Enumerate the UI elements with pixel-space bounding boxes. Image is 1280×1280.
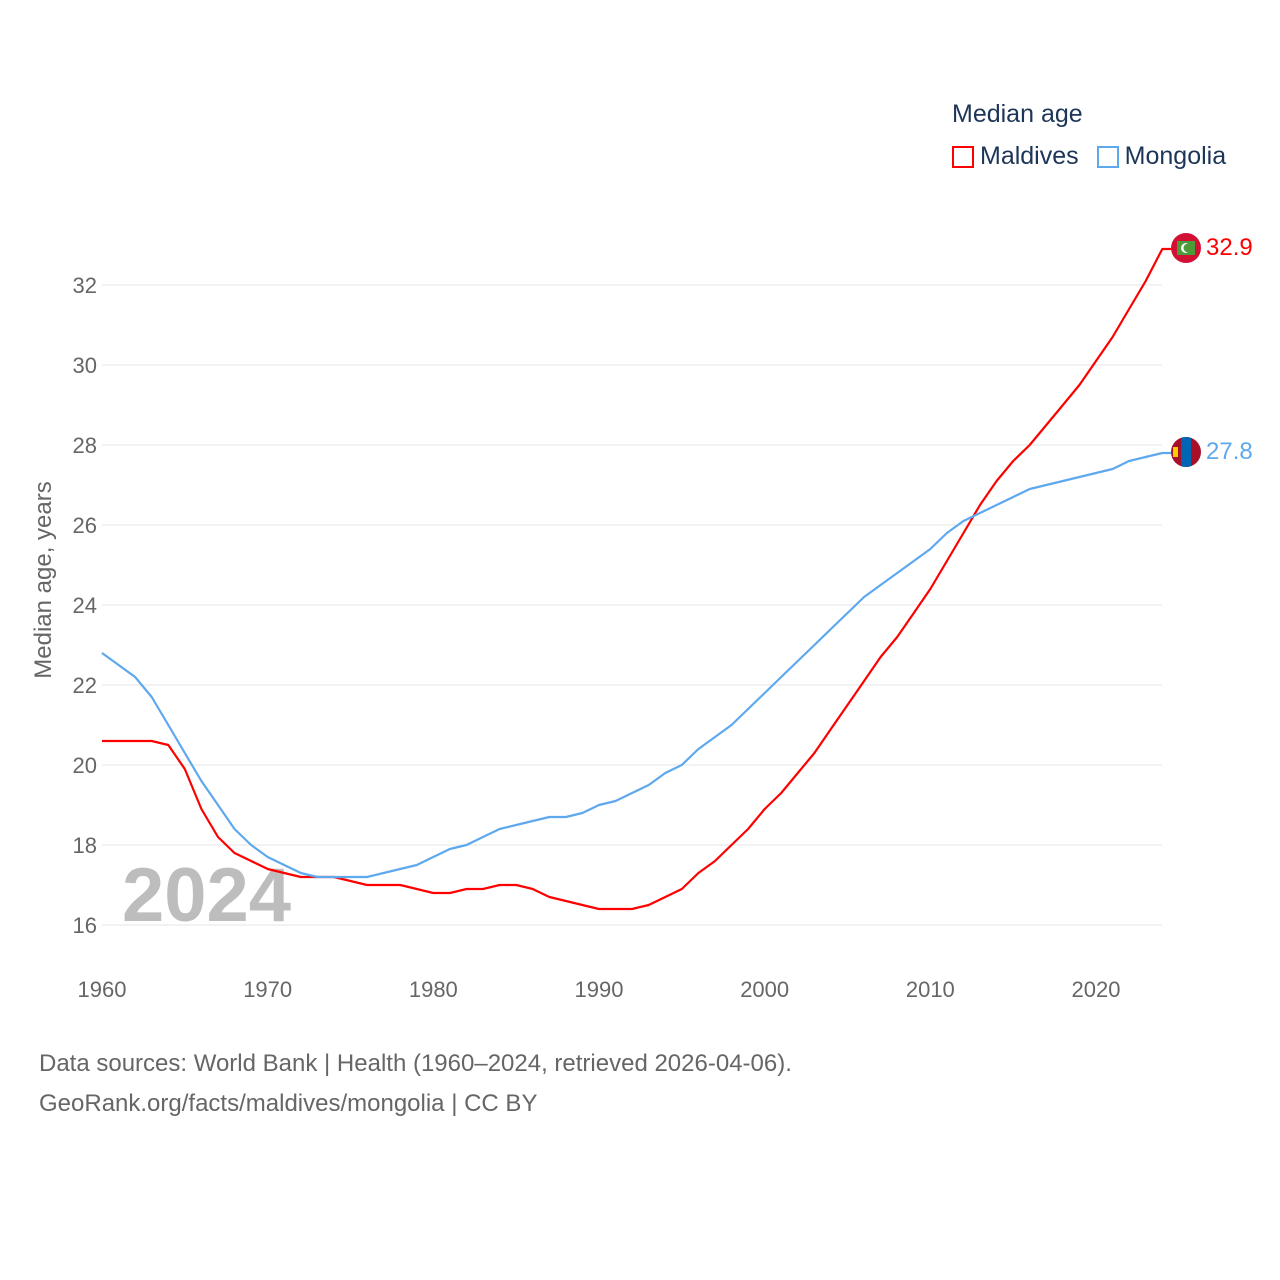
legend: Maldives Mongolia <box>952 142 1226 171</box>
x-tick-label: 1970 <box>243 977 292 1002</box>
series-line-mongolia <box>101 451 1171 879</box>
footer: Data sources: World Bank | Health (1960–… <box>39 1044 792 1124</box>
y-tick-label: 26 <box>73 513 97 538</box>
legend-label: Mongolia <box>1124 142 1227 170</box>
y-tick-label: 24 <box>73 593 97 618</box>
x-tick-label: 1960 <box>78 977 127 1002</box>
y-tick-label: 28 <box>73 433 97 458</box>
maldives-swatch <box>952 145 974 168</box>
mongolia-flag-icon <box>1171 437 1201 467</box>
series-line-maldives <box>102 247 1171 911</box>
y-axis-ticks: 16 18 20 22 24 26 28 30 32 <box>73 273 97 938</box>
year-watermark: 2024 <box>122 853 291 938</box>
gridlines <box>102 284 1162 926</box>
mongolia-end-value: 27.8 <box>1206 438 1253 465</box>
y-tick-label: 32 <box>73 273 97 298</box>
y-tick-label: 30 <box>73 353 97 378</box>
y-axis-label: Median age, years <box>30 481 57 678</box>
maldives-end-value: 32.9 <box>1206 234 1253 261</box>
legend-title: Median age <box>952 100 1083 128</box>
maldives-flag-icon <box>1171 233 1201 263</box>
y-tick-label: 18 <box>73 833 97 858</box>
x-tick-label: 2020 <box>1072 977 1121 1002</box>
y-tick-label: 16 <box>73 913 97 938</box>
end-markers: 32.9 27.8 <box>1171 233 1253 467</box>
x-tick-label: 1980 <box>409 977 458 1002</box>
x-tick-label: 2000 <box>740 977 789 1002</box>
legend-label: Maldives <box>980 142 1079 170</box>
x-axis-ticks: 1960 1970 1980 1990 2000 2010 2020 <box>78 977 1121 1002</box>
y-tick-label: 22 <box>73 673 97 698</box>
attribution: GeoRank.org/facts/maldives/mongolia | CC… <box>39 1090 538 1117</box>
x-tick-label: 1990 <box>575 977 624 1002</box>
data-sources: Data sources: World Bank | Health (1960–… <box>39 1050 792 1077</box>
series-lines <box>101 247 1171 911</box>
x-tick-label: 2010 <box>906 977 955 1002</box>
mongolia-swatch <box>1096 145 1119 168</box>
legend-item-mongolia[interactable]: Mongolia <box>1096 142 1227 171</box>
legend-item-maldives[interactable]: Maldives <box>952 142 1079 171</box>
y-tick-label: 20 <box>73 753 97 778</box>
